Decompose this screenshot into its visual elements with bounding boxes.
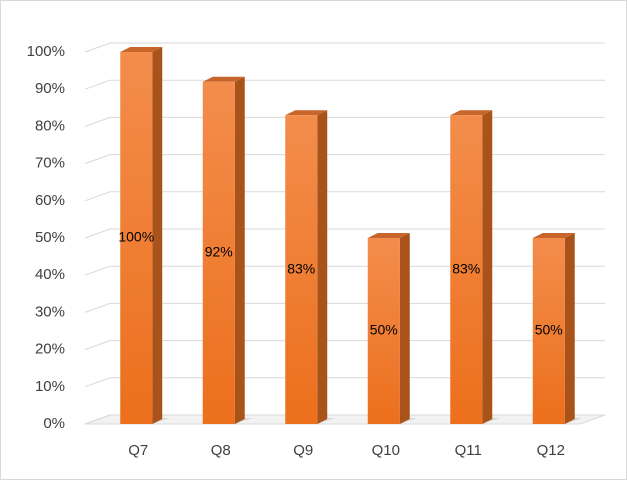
value-label: 50%	[535, 322, 563, 338]
x-tick-label: Q8	[211, 442, 231, 459]
grid-line	[84, 154, 605, 165]
value-label: 92%	[205, 244, 233, 260]
grid-line	[84, 42, 605, 53]
y-tick-label: 100%	[27, 43, 65, 60]
y-tick-label: 90%	[35, 80, 65, 97]
grid-line	[84, 116, 605, 127]
y-tick-label: 80%	[35, 117, 65, 134]
y-tick-label: 0%	[43, 415, 65, 432]
grid-line	[84, 414, 605, 425]
grid-line	[84, 228, 605, 239]
value-label: 83%	[452, 260, 480, 276]
y-tick-label: 50%	[35, 229, 65, 246]
y-tick-label: 10%	[35, 378, 65, 395]
x-tick-label: Q10	[372, 442, 400, 459]
grid-line	[84, 302, 605, 313]
bar-side	[152, 47, 163, 424]
y-tick-label: 20%	[35, 341, 65, 358]
bar-side	[234, 76, 245, 424]
bar-top	[285, 110, 328, 116]
x-tick-label: Q12	[537, 442, 565, 459]
bar-side	[317, 110, 328, 425]
bar-side	[399, 233, 410, 424]
grid-line	[84, 340, 605, 351]
bar-side	[564, 233, 575, 424]
y-tick-label: 60%	[35, 192, 65, 209]
value-label: 100%	[118, 229, 154, 245]
value-label: 83%	[287, 260, 315, 276]
bar-top	[202, 76, 245, 82]
grid-line	[84, 377, 605, 388]
bar-top	[532, 233, 575, 238]
bar	[120, 52, 153, 424]
bar-top	[367, 233, 410, 238]
x-tick-label: Q7	[128, 442, 148, 459]
bar	[367, 238, 400, 424]
x-tick-label: Q9	[293, 442, 313, 459]
bar	[450, 115, 483, 425]
x-tick-label: Q11	[455, 442, 482, 459]
bar	[202, 81, 235, 424]
grid-line	[84, 265, 605, 276]
bar	[532, 238, 565, 424]
bar-top	[120, 47, 163, 52]
grid-line	[84, 191, 605, 202]
bar-side	[482, 110, 493, 425]
bar	[285, 115, 318, 425]
value-label: 50%	[370, 322, 398, 338]
y-tick-label: 30%	[35, 303, 65, 320]
grid-line	[84, 79, 605, 90]
y-tick-label: 70%	[35, 155, 65, 172]
y-tick-label: 40%	[35, 266, 65, 283]
bar-top	[450, 110, 493, 116]
